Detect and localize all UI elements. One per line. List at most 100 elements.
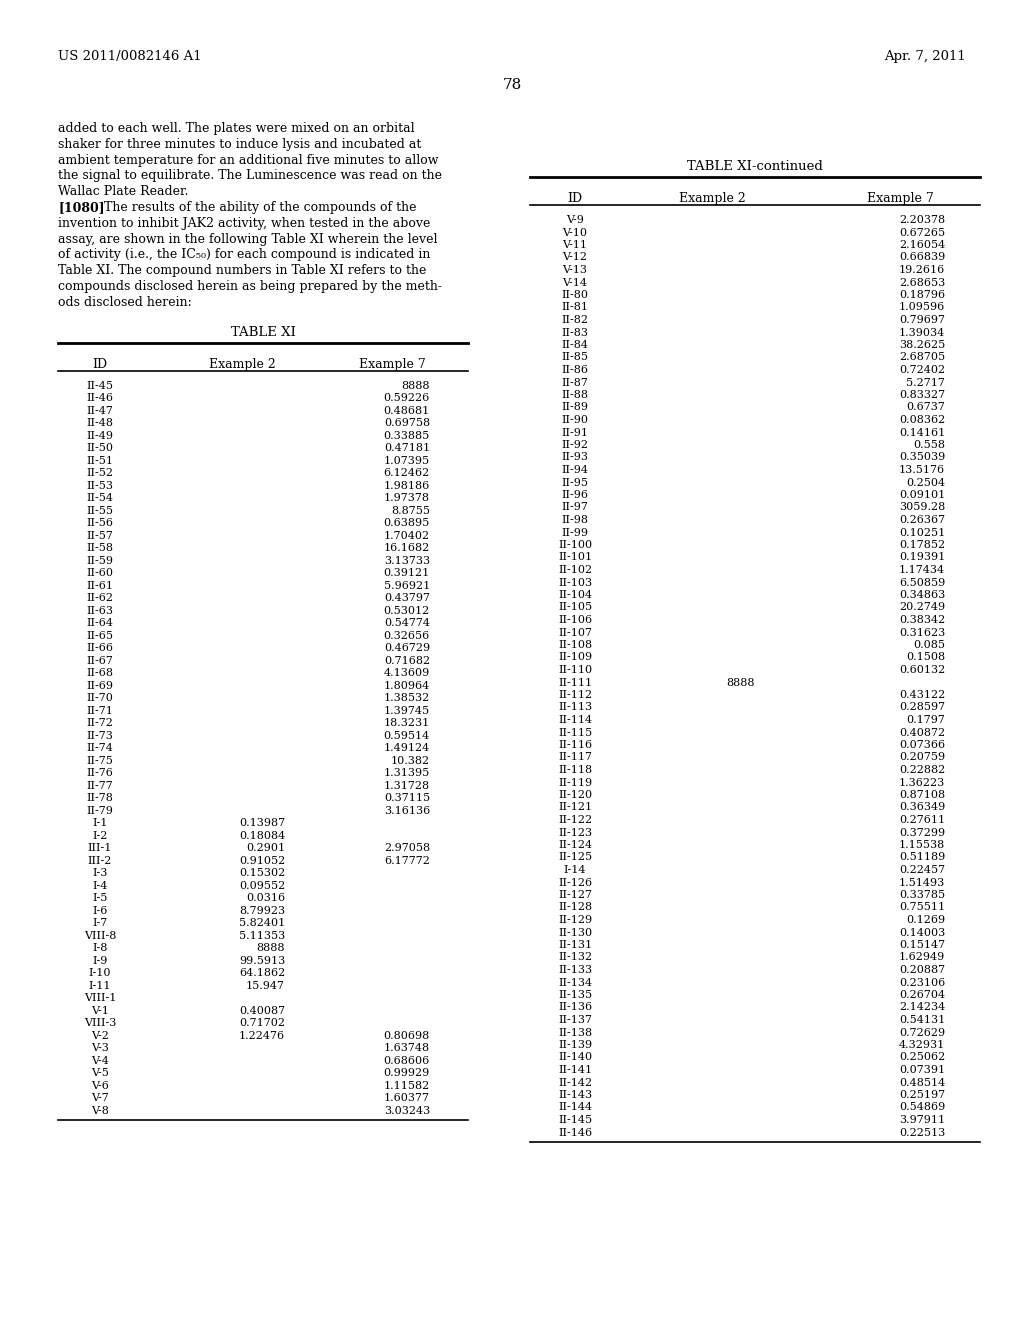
Text: II-137: II-137 [558,1015,592,1026]
Text: II-103: II-103 [558,578,592,587]
Text: Example 7: Example 7 [359,358,426,371]
Text: V-4: V-4 [91,1056,109,1065]
Text: 0.35039: 0.35039 [899,453,945,462]
Text: of activity (i.e., the IC₅₀) for each compound is indicated in: of activity (i.e., the IC₅₀) for each co… [58,248,430,261]
Text: 0.40087: 0.40087 [239,1006,285,1015]
Text: V-3: V-3 [91,1043,109,1053]
Text: 2.68653: 2.68653 [899,277,945,288]
Text: II-96: II-96 [561,490,589,500]
Text: II-97: II-97 [561,503,589,512]
Text: II-92: II-92 [561,440,589,450]
Text: 0.085: 0.085 [913,640,945,649]
Text: 1.60377: 1.60377 [384,1093,430,1104]
Text: 2.97058: 2.97058 [384,843,430,853]
Text: 1.98186: 1.98186 [384,480,430,491]
Text: II-80: II-80 [561,290,589,300]
Text: 0.28597: 0.28597 [899,702,945,713]
Text: 0.2504: 0.2504 [906,478,945,487]
Text: 0.54869: 0.54869 [899,1102,945,1113]
Text: 0.33885: 0.33885 [384,430,430,441]
Text: V-10: V-10 [562,227,588,238]
Text: 5.96921: 5.96921 [384,581,430,590]
Text: II-111: II-111 [558,677,592,688]
Text: II-109: II-109 [558,652,592,663]
Text: I-14: I-14 [564,865,587,875]
Text: II-70: II-70 [87,693,114,704]
Text: 1.09596: 1.09596 [899,302,945,313]
Text: II-101: II-101 [558,553,592,562]
Text: 8.8755: 8.8755 [391,506,430,516]
Text: 0.63895: 0.63895 [384,519,430,528]
Text: 10.382: 10.382 [391,755,430,766]
Text: II-72: II-72 [87,718,114,729]
Text: V-6: V-6 [91,1081,109,1090]
Text: 5.11353: 5.11353 [239,931,285,941]
Text: 0.36349: 0.36349 [899,803,945,813]
Text: II-83: II-83 [561,327,589,338]
Text: II-120: II-120 [558,789,592,800]
Text: III-1: III-1 [88,843,113,853]
Text: 99.5913: 99.5913 [239,956,285,966]
Text: 0.34863: 0.34863 [899,590,945,601]
Text: Example 2: Example 2 [209,358,275,371]
Text: US 2011/0082146 A1: US 2011/0082146 A1 [58,50,202,63]
Text: 0.47181: 0.47181 [384,444,430,453]
Text: 0.2901: 0.2901 [246,843,285,853]
Text: II-114: II-114 [558,715,592,725]
Text: TABLE XI: TABLE XI [230,326,296,339]
Text: II-144: II-144 [558,1102,592,1113]
Text: 0.18796: 0.18796 [899,290,945,300]
Text: The results of the ability of the compounds of the: The results of the ability of the compou… [104,201,417,214]
Text: II-113: II-113 [558,702,592,713]
Text: 8888: 8888 [401,380,430,391]
Text: 0.68606: 0.68606 [384,1056,430,1065]
Text: II-118: II-118 [558,766,592,775]
Text: II-130: II-130 [558,928,592,937]
Text: 0.23106: 0.23106 [899,978,945,987]
Text: II-58: II-58 [86,543,114,553]
Text: 1.31395: 1.31395 [384,768,430,777]
Text: Apr. 7, 2011: Apr. 7, 2011 [885,50,966,63]
Text: 1.38532: 1.38532 [384,693,430,704]
Text: I-10: I-10 [89,968,112,978]
Text: 18.3231: 18.3231 [384,718,430,729]
Text: II-75: II-75 [87,755,114,766]
Text: I-1: I-1 [92,818,108,828]
Text: 1.11582: 1.11582 [384,1081,430,1090]
Text: II-146: II-146 [558,1127,592,1138]
Text: II-108: II-108 [558,640,592,649]
Text: ods disclosed herein:: ods disclosed herein: [58,296,191,309]
Text: II-74: II-74 [87,743,114,754]
Text: 4.32931: 4.32931 [899,1040,945,1049]
Text: 0.558: 0.558 [913,440,945,450]
Text: the signal to equilibrate. The Luminescence was read on the: the signal to equilibrate. The Luminesce… [58,169,442,182]
Text: II-78: II-78 [87,793,114,803]
Text: 0.48681: 0.48681 [384,405,430,416]
Text: II-54: II-54 [86,494,114,503]
Text: 0.43122: 0.43122 [899,690,945,700]
Text: 0.15302: 0.15302 [239,869,285,878]
Text: ambient temperature for an additional five minutes to allow: ambient temperature for an additional fi… [58,153,438,166]
Text: I-6: I-6 [92,906,108,916]
Text: II-91: II-91 [561,428,589,437]
Text: 3.16136: 3.16136 [384,805,430,816]
Text: 0.46729: 0.46729 [384,643,430,653]
Text: 20.2749: 20.2749 [899,602,945,612]
Text: 0.1508: 0.1508 [906,652,945,663]
Text: assay, are shown in the following Table XI wherein the level: assay, are shown in the following Table … [58,232,437,246]
Text: 16.1682: 16.1682 [384,543,430,553]
Text: V-9: V-9 [566,215,584,224]
Text: 0.87108: 0.87108 [899,789,945,800]
Text: 1.39745: 1.39745 [384,706,430,715]
Text: II-94: II-94 [561,465,589,475]
Text: II-49: II-49 [86,430,114,441]
Text: 0.79697: 0.79697 [899,315,945,325]
Text: II-77: II-77 [87,780,114,791]
Text: 0.09101: 0.09101 [899,490,945,500]
Text: II-104: II-104 [558,590,592,601]
Text: 1.80964: 1.80964 [384,681,430,690]
Text: 0.26367: 0.26367 [899,515,945,525]
Text: 0.37299: 0.37299 [899,828,945,837]
Text: 0.10251: 0.10251 [899,528,945,537]
Text: V-7: V-7 [91,1093,109,1104]
